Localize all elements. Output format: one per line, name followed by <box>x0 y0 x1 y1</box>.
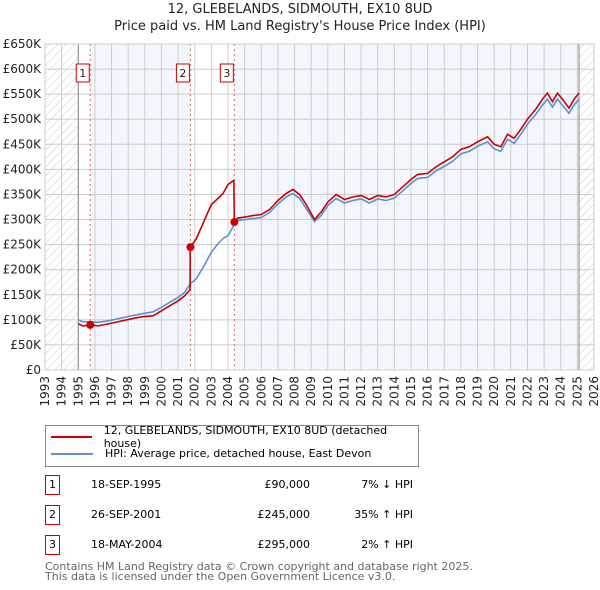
table-row: 3 18-MAY-2004 £295,000 2% ↑ HPI <box>45 535 465 555</box>
sale-label-box <box>175 63 190 83</box>
sale-badge: 2 <box>45 505 60 525</box>
plot-border <box>44 43 595 371</box>
x-tick-label: 2023 <box>537 376 551 407</box>
x-tick-label: 2019 <box>471 376 485 407</box>
sale-point <box>230 218 239 227</box>
sale-badge: 1 <box>45 475 60 495</box>
sale-point <box>186 243 195 252</box>
y-tick-label: £0 <box>26 363 41 377</box>
x-tick-label: 2017 <box>437 376 451 407</box>
sale-price: £295,000 <box>257 538 311 551</box>
sale-label: 1 <box>79 67 86 80</box>
x-tick-label: 1997 <box>105 376 119 407</box>
x-tick-label: 2020 <box>487 376 501 407</box>
x-tick-label: 2005 <box>238 376 252 407</box>
sale-label-box <box>219 63 234 83</box>
x-tick-label: 2012 <box>354 376 368 407</box>
y-tick-label: £550K <box>3 87 43 101</box>
x-tick-label: 2014 <box>387 376 401 407</box>
legend-swatch-red <box>51 435 92 438</box>
y-tick-label: £600K <box>3 62 43 76</box>
y-tick-label: £300K <box>3 213 43 227</box>
x-tick-label: 2003 <box>204 376 218 407</box>
y-tick-label: £200K <box>3 263 43 277</box>
sale-hpi: 7% ↓ HPI <box>361 478 413 491</box>
x-tick-label: 2000 <box>154 376 168 407</box>
y-tick-label: £100K <box>3 313 43 327</box>
x-tick-label: 2013 <box>371 376 385 407</box>
x-tick-label: 1993 <box>38 376 52 407</box>
x-tick-label: 2006 <box>254 376 268 407</box>
x-tick-label: 2015 <box>404 376 418 407</box>
hpi-line <box>77 97 580 324</box>
legend-label: HPI: Average price, detached house, East… <box>105 447 372 460</box>
sale-label-box <box>75 63 90 83</box>
y-tick-label: £350K <box>3 187 43 201</box>
shaded-period <box>90 44 191 370</box>
legend-item-property: 12, GLEBELANDS, SIDMOUTH, EX10 8UD (deta… <box>46 424 418 450</box>
x-tick-label: 1994 <box>55 376 69 407</box>
legend-item-hpi: HPI: Average price, detached house, East… <box>46 445 371 462</box>
x-tick-label: 2024 <box>554 376 568 407</box>
y-tick-label: £150K <box>3 288 43 302</box>
y-tick-label: £450K <box>3 137 43 151</box>
x-tick-label: 1998 <box>121 376 135 407</box>
x-tick-label: 2011 <box>337 376 351 407</box>
sale-price: £90,000 <box>264 478 311 491</box>
chart-title: 12, GLEBELANDS, SIDMOUTH, EX10 8UD <box>167 2 433 17</box>
x-tick-label: 2008 <box>288 376 302 407</box>
chart-subtitle: Price paid vs. HM Land Registry's House … <box>114 19 486 34</box>
footer-copyright: Contains HM Land Registry data © Crown c… <box>45 560 473 573</box>
x-tick-label: 2001 <box>171 376 185 407</box>
x-tick-label: 2018 <box>454 376 468 407</box>
legend: 12, GLEBELANDS, SIDMOUTH, EX10 8UD (deta… <box>45 424 419 467</box>
x-tick-label: 2009 <box>304 376 318 407</box>
x-tick-label: 2004 <box>221 376 235 407</box>
x-tick-label: 2021 <box>504 376 518 407</box>
x-tick-label: 1996 <box>88 376 102 407</box>
y-tick-label: £650K <box>3 37 43 51</box>
x-tick-label: 1999 <box>138 376 152 407</box>
y-tick-label: £400K <box>3 162 43 176</box>
legend-label: 12, GLEBELANDS, SIDMOUTH, EX10 8UD (deta… <box>103 423 388 450</box>
sale-hpi: 2% ↑ HPI <box>361 538 413 551</box>
sale-point <box>86 320 95 329</box>
x-tick-label: 2026 <box>587 376 600 407</box>
sale-hpi: 35% ↑ HPI <box>354 508 413 521</box>
x-tick-label: 2025 <box>570 376 584 407</box>
x-tick-label: 2022 <box>520 376 534 407</box>
property-price-line <box>77 91 580 327</box>
shaded-period <box>234 44 580 370</box>
x-tick-label: 2010 <box>321 376 335 407</box>
no-data-hatch <box>579 44 594 370</box>
x-tick-label: 2002 <box>188 376 202 407</box>
footer-licence: This data is licensed under the Open Gov… <box>45 570 396 583</box>
price-chart: 1993 1994 1995 1996 1997 1998 1999 2000 2001 2002… <box>3 37 600 407</box>
table-row: 1 18-SEP-1995 £90,000 7% ↓ HPI <box>45 475 465 495</box>
sale-date: 26-SEP-2001 <box>91 508 162 521</box>
table-row: 2 26-SEP-2001 £245,000 35% ↑ HPI <box>45 505 465 525</box>
sale-date: 18-SEP-1995 <box>91 478 162 491</box>
y-tick-label: £50K <box>10 338 42 352</box>
legend-swatch-blue <box>51 452 93 455</box>
sale-label: 2 <box>179 67 186 80</box>
x-tick-label: 2016 <box>421 376 435 407</box>
x-tick-label: 1995 <box>71 376 85 407</box>
y-tick-label: £500K <box>3 112 43 126</box>
x-tick-label: 2007 <box>271 376 285 407</box>
y-tick-label: £250K <box>3 238 43 252</box>
sale-label: 3 <box>223 67 230 80</box>
sale-badge: 3 <box>45 535 60 555</box>
sale-date: 18-MAY-2004 <box>91 538 163 551</box>
sale-price: £245,000 <box>257 508 311 521</box>
